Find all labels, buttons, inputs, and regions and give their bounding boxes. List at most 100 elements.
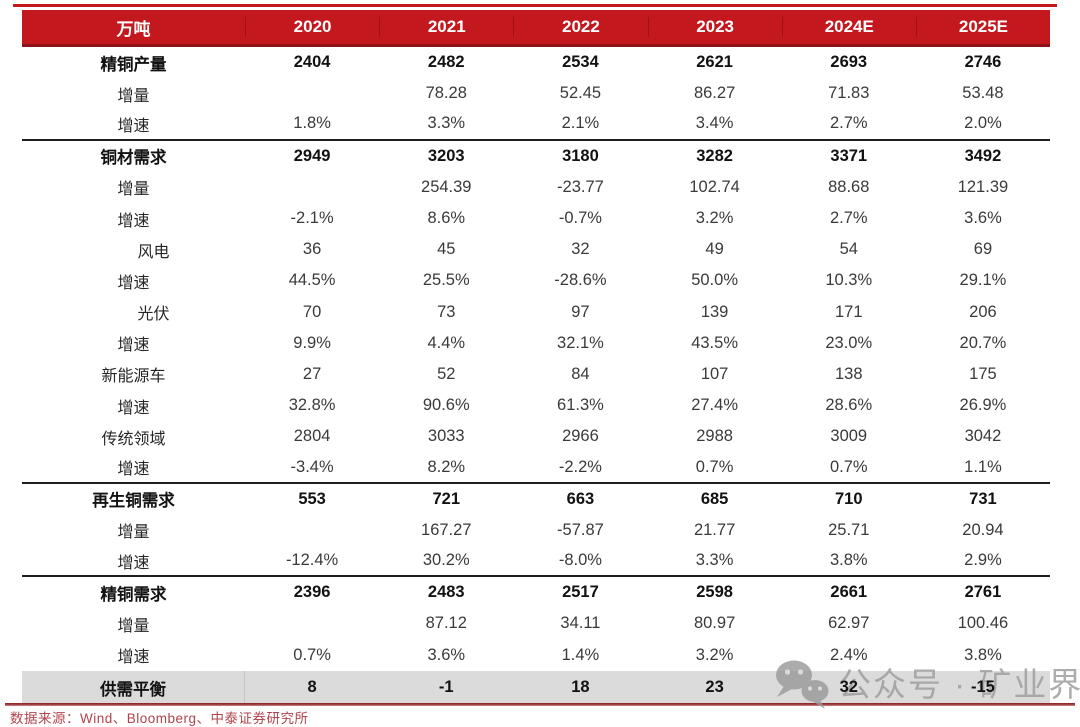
table-cell: 2.7% bbox=[829, 209, 868, 228]
table-cell: -28.6% bbox=[554, 271, 607, 290]
row-label: 供需平衡 bbox=[22, 670, 245, 705]
table-cell: 69 bbox=[973, 240, 993, 259]
table-header-row: 万吨 2020 2021 2022 2023 2024E 2025E bbox=[22, 10, 1050, 47]
table-cell: 62.97 bbox=[828, 614, 870, 633]
table-row: 增量 87.12 34.11 80.97 62.97 100.46 bbox=[22, 608, 1050, 639]
table-cell: 32.1% bbox=[557, 333, 604, 352]
table-cell: 2746 bbox=[964, 53, 1002, 72]
table-cell: 30.2% bbox=[422, 551, 470, 570]
table-cell: 87.12 bbox=[425, 614, 467, 633]
table-cell: 84 bbox=[571, 364, 590, 383]
table-cell: 254.39 bbox=[421, 177, 472, 196]
top-accent-line bbox=[13, 4, 1057, 7]
table-cell: 167.27 bbox=[421, 520, 472, 539]
table-cell: -23.77 bbox=[557, 177, 604, 196]
table-cell: 80.97 bbox=[693, 614, 736, 633]
table-cell: 3.6% bbox=[964, 209, 1002, 228]
row-label: 增速 bbox=[117, 212, 150, 230]
table-cell: 28.6% bbox=[825, 396, 873, 415]
table-cell: 2621 bbox=[696, 53, 733, 72]
table-cell: 2.4% bbox=[829, 645, 868, 664]
row-label: 增量 bbox=[117, 87, 150, 105]
table-cell: 10.3% bbox=[825, 271, 873, 290]
table-cell: 2966 bbox=[562, 427, 599, 446]
row-label: 增速 bbox=[117, 461, 150, 479]
table-cell: -0.7% bbox=[558, 209, 602, 228]
table-cell: 49 bbox=[705, 240, 724, 259]
row-label: 增量 bbox=[117, 524, 150, 542]
table-cell: 2.1% bbox=[561, 114, 600, 133]
table-cell: 553 bbox=[298, 489, 326, 508]
table-cell: 685 bbox=[700, 489, 729, 508]
table-cell: 71.83 bbox=[828, 84, 870, 103]
table-row: 光伏 70 73 97 139 171 206 bbox=[22, 297, 1050, 328]
table-row: 精铜需求 2396 2483 2517 2598 2661 2761 bbox=[22, 577, 1050, 608]
row-label: 增速 bbox=[117, 274, 150, 292]
table-cell: 25.5% bbox=[422, 271, 470, 290]
table-cell: 171 bbox=[835, 302, 863, 321]
table-cell: 2534 bbox=[562, 53, 599, 72]
table-cell: 54 bbox=[839, 240, 858, 259]
row-label: 精铜产量 bbox=[100, 55, 167, 74]
col-header-2025e: 2025E bbox=[915, 17, 1050, 37]
table-cell: 97 bbox=[571, 302, 590, 321]
table-row: 再生铜需求 553 721 663 685 710 731 bbox=[22, 484, 1050, 515]
table-cell: 3371 bbox=[830, 146, 868, 165]
table-cell: 3492 bbox=[964, 146, 1002, 165]
table-cell: 3.4% bbox=[695, 114, 734, 133]
table-cell: 27.4% bbox=[691, 396, 738, 415]
wechat-icon bbox=[776, 660, 829, 709]
row-label: 传统领域 bbox=[101, 430, 166, 448]
table-cell: 138 bbox=[835, 364, 863, 383]
table-cell: 20.94 bbox=[962, 520, 1004, 539]
unit-header: 万吨 bbox=[116, 19, 151, 39]
table-cell: 20.7% bbox=[959, 333, 1007, 352]
table-row: 增速 9.9% 4.4% 32.1% 43.5% 23.0% 20.7% bbox=[22, 328, 1050, 359]
table-cell: 44.5% bbox=[288, 271, 336, 290]
table-cell: 43.5% bbox=[691, 333, 738, 352]
table-cell: 2404 bbox=[293, 53, 331, 72]
table-row: 增速 -12.4% 30.2% -8.0% 3.3% 3.8% 2.9% bbox=[22, 546, 1050, 578]
table-cell: -12.4% bbox=[285, 551, 339, 570]
row-label: 铜材需求 bbox=[100, 149, 167, 168]
row-label: 再生铜需求 bbox=[92, 492, 175, 511]
table-cell: 2693 bbox=[830, 53, 868, 72]
table-cell: 2804 bbox=[293, 427, 331, 446]
table-cell: 18 bbox=[571, 678, 590, 697]
table-cell: 3033 bbox=[427, 427, 465, 446]
table-cell: -8.0% bbox=[558, 551, 602, 570]
table-cell: 27 bbox=[302, 364, 322, 383]
table-body: 精铜产量 2404 2482 2534 2621 2693 2746 增量 78.28 52.45… bbox=[22, 47, 1050, 705]
table-cell: 139 bbox=[700, 302, 729, 321]
table-cell: -57.87 bbox=[557, 520, 604, 539]
table-cell: 34.11 bbox=[560, 614, 601, 633]
table-cell: 25.71 bbox=[828, 520, 870, 539]
row-label: 风电 bbox=[137, 243, 170, 261]
col-header-2024e: 2024E bbox=[781, 17, 916, 37]
table-cell: 78.28 bbox=[425, 84, 467, 103]
row-label: 增速 bbox=[117, 337, 150, 355]
table-cell: -2.1% bbox=[290, 209, 334, 228]
col-header-2020: 2020 bbox=[245, 17, 379, 37]
row-label: 增速 bbox=[117, 554, 150, 572]
table-cell: 3.3% bbox=[695, 551, 734, 570]
table-cell: 3.8% bbox=[829, 551, 868, 570]
table-cell: 52.45 bbox=[559, 84, 602, 103]
table-row: 传统领域 2804 3033 2966 2988 3009 3042 bbox=[22, 421, 1050, 452]
table-cell: 32.8% bbox=[288, 396, 336, 415]
table-cell: 73 bbox=[437, 302, 456, 321]
table-cell: 29.1% bbox=[959, 271, 1007, 290]
table-row: 新能源车 27 52 84 107 138 175 bbox=[22, 359, 1050, 390]
table-cell: 3203 bbox=[427, 146, 465, 165]
table-cell: 53.48 bbox=[962, 84, 1004, 103]
table-cell: 90.6% bbox=[422, 396, 470, 415]
row-label: 增速 bbox=[117, 649, 150, 667]
table-cell: 663 bbox=[566, 489, 595, 508]
table-cell: 9.9% bbox=[293, 333, 331, 352]
row-label: 新能源车 bbox=[101, 368, 166, 386]
table-cell: 2988 bbox=[696, 427, 733, 446]
col-header-2022: 2022 bbox=[513, 17, 647, 37]
table-cell: 721 bbox=[432, 489, 461, 508]
table-row: 铜材需求 2949 3203 3180 3282 3371 3492 bbox=[22, 141, 1050, 172]
table-row: 增量 167.27 -57.87 21.77 25.71 20.94 bbox=[22, 515, 1050, 546]
